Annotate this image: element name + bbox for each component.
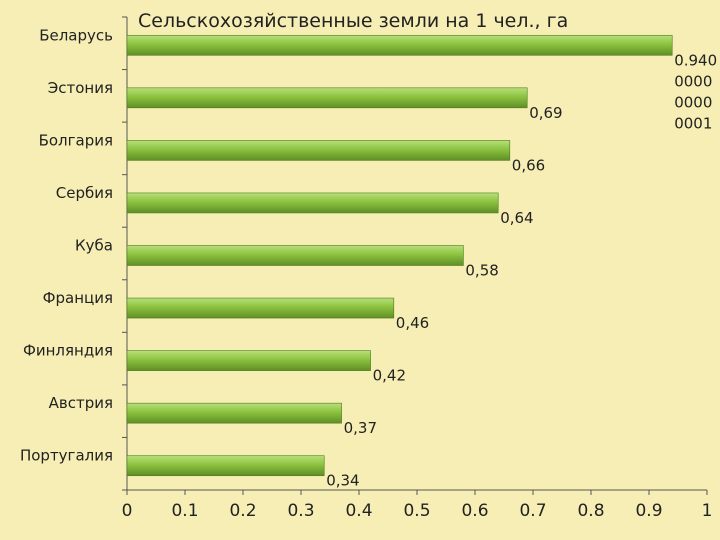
y-tick-label: Куба (75, 237, 113, 255)
x-tick-label: 0.4 (345, 501, 372, 521)
x-tick-label: 0.2 (229, 501, 256, 521)
bar (126, 402, 342, 424)
data-label: 0,66 (512, 156, 545, 174)
data-label: 0,34 (326, 472, 359, 490)
data-label: 0,42 (373, 367, 406, 385)
data-label: 0,37 (344, 419, 377, 437)
y-tick-label: Сербия (56, 184, 113, 202)
x-tick-label: 0.3 (287, 501, 314, 521)
y-tick-label: Франция (43, 289, 113, 307)
data-label: 0,46 (396, 314, 429, 332)
x-tick-label: 1 (702, 501, 713, 521)
bar (126, 140, 511, 161)
x-tick-label: 0.1 (171, 501, 198, 521)
x-tick-label: 0 (122, 501, 133, 521)
x-tick-label: 0.8 (577, 501, 604, 521)
bar (126, 297, 395, 319)
x-tick-label: 0.5 (403, 501, 430, 521)
y-tick-label: Финляндия (23, 342, 113, 360)
y-tick-label: Португалия (20, 447, 113, 465)
data-label: 0,69 (529, 104, 562, 122)
y-tick-label: Болгария (39, 131, 113, 149)
data-label: 0.940 0000 0000 0001 (674, 51, 717, 132)
bar (126, 455, 325, 477)
bar (126, 87, 528, 109)
x-tick-label: 0.9 (635, 501, 662, 521)
bar (126, 245, 464, 266)
bar (126, 350, 371, 371)
y-tick-label: Австрия (49, 394, 113, 412)
data-label: 0,58 (465, 262, 498, 280)
bar (126, 34, 673, 56)
y-tick-label: Эстония (48, 79, 113, 97)
y-tick-label: Беларусь (39, 26, 113, 44)
x-tick-label: 0.7 (519, 501, 546, 521)
x-tick-label: 0.6 (461, 501, 488, 521)
chart-title: Сельскохозяйственные земли на 1 чел., га (138, 10, 569, 32)
data-label: 0,64 (500, 209, 533, 227)
bar (126, 192, 499, 214)
